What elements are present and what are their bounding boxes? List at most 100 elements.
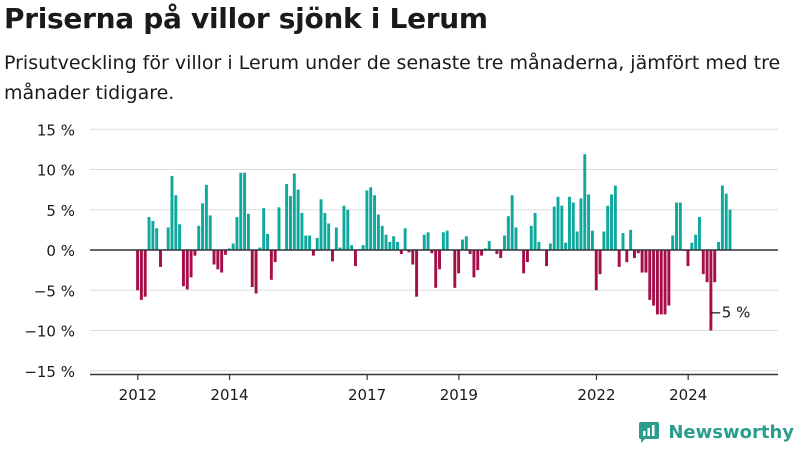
bar xyxy=(667,250,671,306)
bar xyxy=(590,230,594,250)
y-tick-label: 0 % xyxy=(46,242,75,260)
bar xyxy=(350,245,354,250)
bar xyxy=(300,212,304,250)
bar xyxy=(227,248,231,250)
bar xyxy=(720,185,724,250)
bar xyxy=(155,228,159,250)
bar xyxy=(250,250,254,288)
x-tick-label: 2014 xyxy=(210,386,248,404)
bar xyxy=(151,221,155,250)
bar xyxy=(697,216,701,250)
bar xyxy=(353,250,357,267)
bar xyxy=(426,232,430,250)
brand-name: Newsworthy xyxy=(668,421,794,443)
bar xyxy=(457,250,461,274)
bar xyxy=(170,175,174,250)
bar xyxy=(648,250,652,300)
bar xyxy=(690,242,694,250)
bar xyxy=(564,242,568,250)
gridlines xyxy=(90,128,778,372)
bar xyxy=(655,250,659,315)
x-tick-label: 2017 xyxy=(348,386,386,404)
bar xyxy=(235,216,239,250)
bar xyxy=(407,250,411,253)
bar xyxy=(617,250,621,267)
bar xyxy=(334,227,338,250)
bar xyxy=(686,250,690,267)
bar xyxy=(415,250,419,297)
bar xyxy=(319,199,323,250)
y-axis: 15 % 10 % 5 % 0 % −5 % −10 % −15 % xyxy=(24,121,75,381)
bar xyxy=(422,234,426,250)
bar xyxy=(204,184,208,250)
y-tick-label: −5 % xyxy=(34,282,75,300)
bar xyxy=(434,250,438,288)
bar xyxy=(633,250,636,259)
bar xyxy=(216,250,220,270)
bar xyxy=(522,250,526,274)
bar xyxy=(174,195,178,250)
bar xyxy=(724,193,728,250)
bar xyxy=(197,225,201,250)
bar xyxy=(602,231,606,250)
bar xyxy=(441,232,445,250)
bar xyxy=(506,216,510,250)
bar xyxy=(388,241,392,250)
bar xyxy=(269,250,273,280)
x-tick-label: 2024 xyxy=(669,386,707,404)
x-tick-label: 2019 xyxy=(440,386,478,404)
bar xyxy=(208,215,212,250)
bar xyxy=(273,250,277,263)
bar xyxy=(606,205,610,250)
bar xyxy=(552,206,556,250)
bar xyxy=(231,243,235,250)
y-tick-label: 10 % xyxy=(37,162,75,180)
bar xyxy=(289,196,292,250)
bar xyxy=(652,250,656,306)
bar xyxy=(487,241,491,250)
bar xyxy=(445,230,449,250)
bar xyxy=(292,173,296,250)
bar xyxy=(304,235,308,250)
bar xyxy=(193,250,197,256)
bar xyxy=(461,239,464,250)
chart-title: Priserna på villor sjönk i Lerum xyxy=(4,2,488,35)
brand: Newsworthy xyxy=(636,419,794,445)
bar xyxy=(376,214,380,250)
bar xyxy=(392,236,396,250)
bar xyxy=(503,235,506,250)
bar xyxy=(625,250,629,263)
bar xyxy=(139,250,143,300)
bar xyxy=(323,212,327,250)
bar xyxy=(525,250,529,263)
bar xyxy=(266,233,269,250)
bar xyxy=(598,250,602,275)
bar xyxy=(147,216,151,250)
bar xyxy=(468,250,472,255)
bar xyxy=(396,241,399,250)
bar xyxy=(430,250,434,254)
bar xyxy=(545,250,549,267)
bar xyxy=(159,250,162,267)
bar xyxy=(678,202,682,250)
bar xyxy=(189,250,193,278)
bar xyxy=(342,205,346,250)
bar xyxy=(610,194,613,250)
bar xyxy=(621,233,625,250)
y-tick-label: −10 % xyxy=(24,323,75,341)
annotation-layer: −5 % xyxy=(709,303,750,321)
bar xyxy=(243,172,247,250)
bar xyxy=(185,250,189,290)
y-tick-label: 5 % xyxy=(46,202,75,220)
bar xyxy=(571,202,575,250)
bar xyxy=(346,209,350,250)
bar xyxy=(311,250,315,256)
bar xyxy=(671,235,675,250)
bar xyxy=(285,183,289,250)
bar xyxy=(254,250,258,294)
bar xyxy=(308,235,312,250)
bar xyxy=(361,245,365,250)
bar xyxy=(239,172,243,250)
bar xyxy=(613,185,617,250)
